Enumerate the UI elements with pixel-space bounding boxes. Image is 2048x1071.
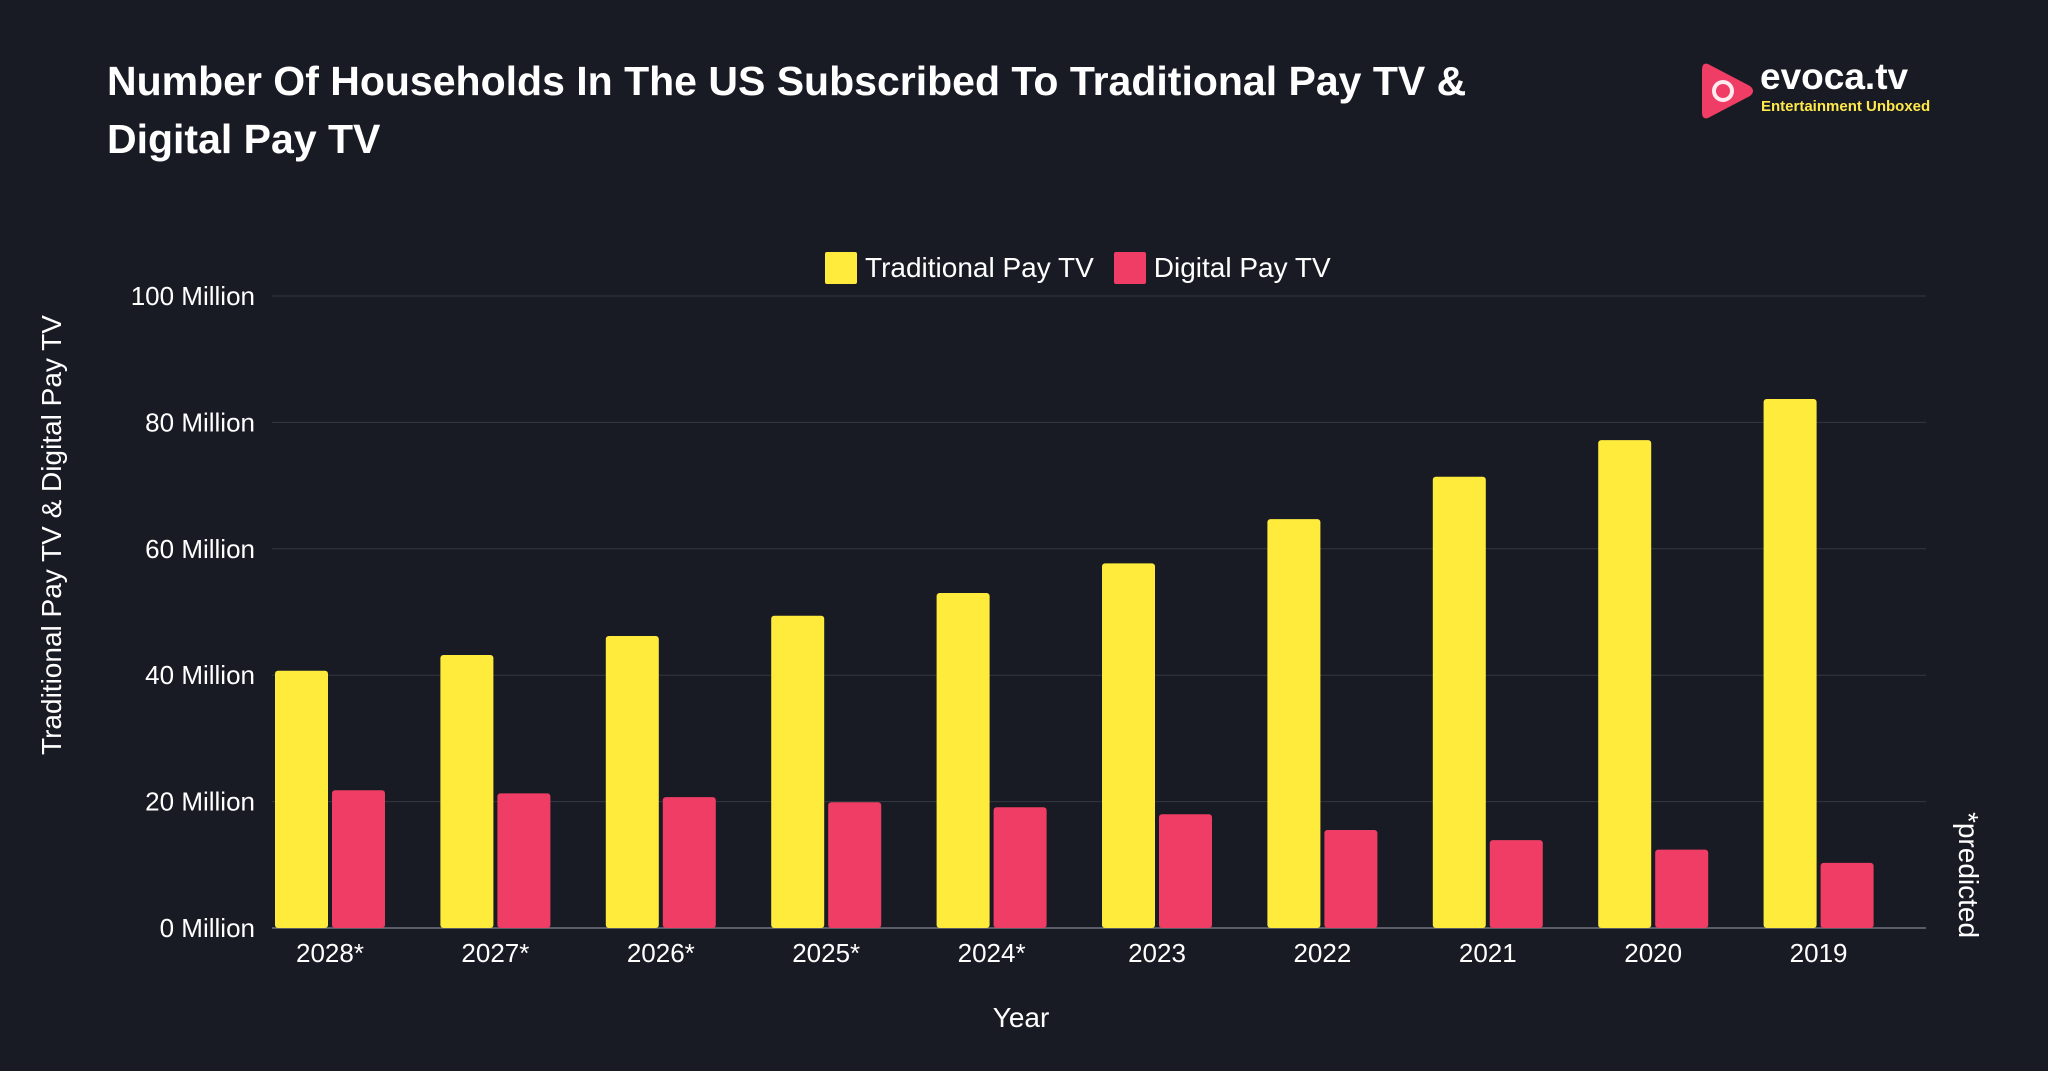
x-tick-label: 2022 (1293, 938, 1351, 968)
bar-traditional-2023 (1102, 563, 1155, 928)
bar-digital-2020 (1655, 849, 1709, 928)
bar-digital-2022 (1324, 830, 1378, 928)
brand-logo: evoca.tv Entertainment Unboxed (1700, 56, 1940, 128)
legend-label-traditional: Traditional Pay TV (865, 252, 1094, 283)
bar-digital-2028 (332, 790, 385, 928)
bar-digital-2024 (993, 807, 1047, 928)
legend-label-digital: Digital Pay TV (1153, 252, 1331, 283)
x-tick-label: 2019 (1790, 938, 1848, 968)
play-logo-icon (1702, 63, 1753, 119)
legend-swatch-traditional (825, 252, 857, 284)
x-axis-title: Year (992, 1002, 1050, 1033)
y-tick-label: 40 Million (145, 660, 255, 690)
bar-digital-2021 (1489, 840, 1543, 928)
x-tick-label: 2028* (296, 938, 364, 968)
bar-digital-2027 (497, 793, 551, 928)
x-tick-label: 2026* (627, 938, 695, 968)
bar-digital-2019 (1820, 862, 1874, 928)
brand-tagline: Entertainment Unboxed (1761, 98, 1931, 115)
legend-item-traditional: Traditional Pay TV (825, 252, 1094, 284)
x-tick-label: 2025* (792, 938, 860, 968)
x-tick-label: 2021 (1459, 938, 1517, 968)
bar-traditional-2026 (605, 636, 659, 928)
bar-digital-2023 (1159, 814, 1212, 928)
legend-item-digital: Digital Pay TV (1113, 252, 1331, 284)
bar-traditional-2019 (1763, 399, 1817, 928)
y-tick-label: 100 Million (131, 281, 255, 311)
bar-traditional-2022 (1267, 519, 1321, 928)
x-tick-label: 2024* (958, 938, 1026, 968)
y-tick-label: 20 Million (145, 787, 255, 817)
bar-traditional-2025 (771, 615, 825, 928)
bar-digital-2025 (828, 802, 882, 928)
y-tick-label: 0 Million (160, 913, 255, 943)
bar-traditional-2024 (936, 593, 990, 928)
x-tick-label: 2020 (1624, 938, 1682, 968)
bar-traditional-2021 (1432, 476, 1486, 928)
chart-legend: Traditional Pay TV Digital Pay TV (825, 250, 1351, 286)
legend-swatch-digital (1113, 252, 1146, 284)
y-tick-label: 80 Million (145, 407, 255, 437)
bar-digital-2026 (662, 797, 716, 928)
chart-title: Number Of Households In The US Subscribe… (107, 58, 1467, 162)
brand-name: evoca.tv (1760, 56, 1909, 97)
x-tick-label: 2023 (1128, 938, 1186, 968)
x-tick-label: 2027* (461, 938, 529, 968)
bar-traditional-2028 (275, 670, 328, 928)
bar-traditional-2020 (1598, 440, 1652, 928)
bar-traditional-2027 (440, 654, 494, 928)
y-tick-label: 60 Million (145, 534, 255, 564)
